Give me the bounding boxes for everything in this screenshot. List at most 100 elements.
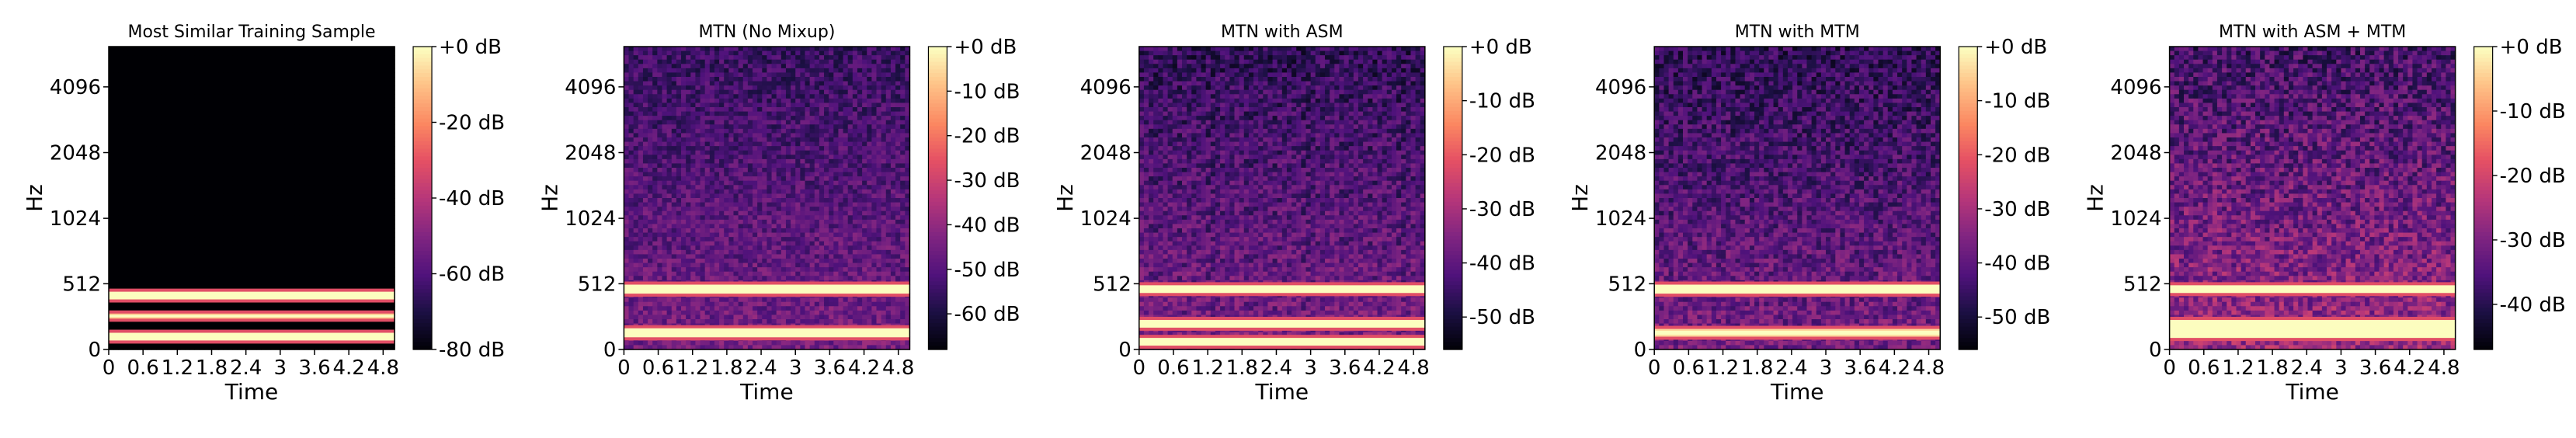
colorbar-tick-label: -60 dB [439, 263, 505, 287]
y-tick-label: 1024 [50, 207, 101, 231]
band-core [1139, 322, 1425, 325]
colorbar-tick-label: -20 dB [1984, 144, 2050, 167]
y-axis-label: Hz [2083, 184, 2108, 212]
y-tick-label: 0 [1118, 339, 1132, 362]
colorbar-tick-label: -40 dB [1469, 252, 1535, 276]
colorbar-tick-label: -50 dB [954, 259, 1020, 282]
colorbar: +0 dB-10 dB-20 dB-30 dB-40 dB-50 dB [1959, 36, 2050, 350]
panel-title: MTN with MTM [1735, 23, 1860, 42]
x-tick-label: 4.8 [367, 356, 399, 380]
y-axis-label: Hz [1567, 184, 1593, 212]
x-tick-label: 1.2 [1191, 356, 1223, 380]
colorbar-tick-label: -50 dB [1469, 306, 1535, 329]
x-tick-label: 3.6 [1329, 356, 1361, 380]
y-tick-label: 0 [603, 339, 617, 362]
y-axis-label: Hz [22, 184, 47, 212]
y-tick-label: 4096 [1595, 76, 1646, 99]
y-tick-label: 0 [88, 339, 101, 362]
x-tick-label: 2.4 [230, 356, 262, 380]
band-core [1139, 340, 1425, 344]
x-axis-label: Time [1770, 379, 1824, 405]
x-tick-label: 4.8 [882, 356, 914, 380]
band-core [1139, 287, 1425, 291]
spectrogram-image [2170, 47, 2456, 350]
band-core [109, 335, 395, 339]
x-axis-label: Time [2285, 379, 2339, 405]
x-tick-label: 3 [1304, 356, 1317, 380]
x-tick-label: 4.2 [1363, 356, 1395, 380]
colorbar-tick-label: -80 dB [439, 339, 505, 362]
y-tick-label: 2048 [565, 142, 616, 165]
y-axis-label: Hz [1052, 184, 1078, 212]
x-tick-label: 0 [103, 356, 116, 380]
x-tick-label: 4.2 [2393, 356, 2425, 380]
x-tick-label: 3 [1820, 356, 1833, 380]
panel-1: Most Similar Training Sample051210242048… [22, 23, 505, 405]
y-tick-label: 512 [62, 273, 101, 296]
colorbar-tick-label: -10 dB [2500, 100, 2566, 123]
y-tick-label: 1024 [2110, 207, 2161, 231]
x-tick-label: 4.2 [1879, 356, 1910, 380]
spectrogram-image [1139, 47, 1426, 350]
x-tick-label: 1.8 [196, 356, 228, 380]
x-tick-label: 0 [617, 356, 631, 380]
x-tick-label: 4.2 [332, 356, 364, 380]
colorbar-tick-label: -10 dB [954, 80, 1020, 103]
x-tick-label: 0.6 [642, 356, 674, 380]
x-tick-label: 3 [274, 356, 287, 380]
x-tick-label: 2.4 [745, 356, 777, 380]
colorbar-tick-label: -40 dB [954, 214, 1020, 237]
x-tick-label: 0.6 [127, 356, 158, 380]
colorbar-tick-label: +0 dB [439, 36, 502, 59]
colorbar-tick-label: -30 dB [1984, 198, 2050, 221]
x-tick-label: 0.6 [2188, 356, 2220, 380]
x-tick-label: 0.6 [1157, 356, 1189, 380]
colorbar: +0 dB-10 dB-20 dB-30 dB-40 dB-50 dB-60 d… [928, 36, 1020, 350]
y-tick-label: 4096 [2110, 76, 2161, 99]
y-tick-label: 512 [578, 273, 617, 296]
y-tick-label: 0 [1634, 339, 1647, 362]
x-tick-label: 0.6 [1673, 356, 1705, 380]
colorbar-tick-label: -50 dB [1984, 306, 2050, 329]
x-axis-label: Time [1255, 379, 1309, 405]
colorbar-tick-label: +0 dB [1984, 36, 2047, 59]
band-core [1654, 287, 1940, 291]
band-core [2170, 325, 2456, 334]
colorbar-tick-label: +0 dB [2500, 36, 2563, 59]
colorbar: +0 dB-20 dB-40 dB-60 dB-80 dB [413, 36, 505, 362]
panel-title: MTN (No Mixup) [698, 23, 835, 42]
x-tick-label: 1.8 [1741, 356, 1773, 380]
y-tick-label: 2048 [1595, 142, 1646, 165]
x-tick-label: 4.8 [2428, 356, 2460, 380]
x-tick-label: 1.2 [676, 356, 708, 380]
panel-title: MTN with ASM [1221, 23, 1344, 42]
colorbar-tick-label: -10 dB [1469, 90, 1535, 113]
colorbar-tick-label: -20 dB [1469, 144, 1535, 167]
band-core [109, 294, 395, 297]
x-tick-label: 1.2 [2222, 356, 2254, 380]
y-tick-label: 1024 [1080, 207, 1132, 231]
x-axis-label: Time [224, 379, 279, 405]
spectrogram-image [109, 47, 395, 350]
colorbar: +0 dB-10 dB-20 dB-30 dB-40 dB-50 dB [1444, 36, 1535, 350]
colorbar-tick-label: -20 dB [2500, 165, 2566, 188]
band-core [109, 315, 395, 317]
x-tick-label: 1.2 [1707, 356, 1739, 380]
band-core [624, 331, 909, 335]
x-tick-label: 3 [789, 356, 802, 380]
x-tick-label: 3.6 [2359, 356, 2391, 380]
spectrogram-image [1654, 47, 1941, 350]
x-tick-label: 4.8 [1913, 356, 1945, 380]
band-core [1654, 331, 1940, 335]
y-tick-label: 1024 [565, 207, 616, 231]
band-core [2170, 287, 2456, 291]
x-tick-label: 3.6 [814, 356, 846, 380]
x-tick-label: 0 [1648, 356, 1661, 380]
y-tick-label: 2048 [1080, 142, 1132, 165]
x-tick-label: 2.4 [1260, 356, 1292, 380]
y-axis-label: Hz [537, 184, 562, 212]
y-tick-label: 2048 [2110, 142, 2161, 165]
